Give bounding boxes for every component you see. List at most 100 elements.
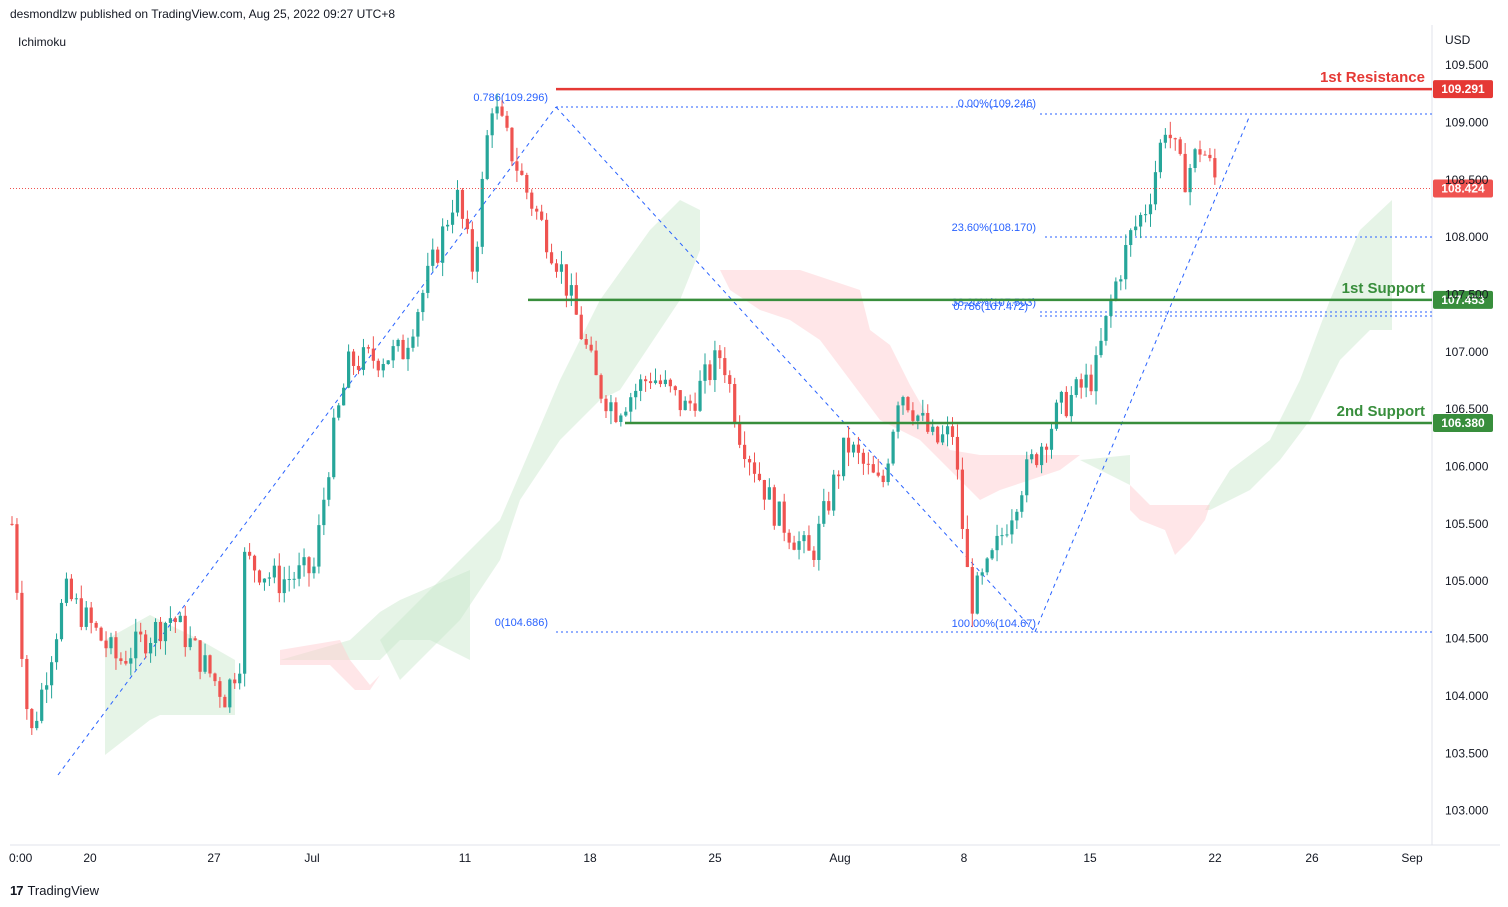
price-tick-label: 103.500 — [1445, 746, 1489, 760]
candle-body — [584, 339, 588, 345]
candle-body — [490, 113, 494, 136]
candle-body — [198, 640, 202, 672]
price-tick-label: 107.500 — [1445, 288, 1489, 302]
level-price-tag[interactable] — [1433, 80, 1493, 99]
candle-body — [837, 474, 841, 477]
candle-body — [960, 469, 964, 529]
candle-body — [1119, 279, 1123, 282]
candle-body — [252, 555, 257, 571]
candle-body — [995, 535, 999, 551]
candle-body — [728, 375, 732, 385]
last-price-tag[interactable] — [1433, 179, 1493, 198]
candle-body — [540, 211, 544, 220]
candle-body — [262, 578, 267, 583]
candle-body — [248, 551, 252, 556]
candle-body — [515, 161, 519, 171]
candle-body — [376, 360, 380, 371]
candle-body — [609, 402, 613, 412]
candle-body — [272, 565, 276, 578]
cloud-bullish-area — [380, 200, 700, 680]
level-price-value: 109.291 — [1441, 82, 1485, 96]
candle-body — [693, 403, 697, 411]
candle-body — [589, 344, 593, 351]
candle-body — [1094, 355, 1098, 392]
price-axis[interactable]: 109.500 109.000 108.500 108.000 107.500 107.0… — [1445, 58, 1489, 817]
candle-body — [1114, 281, 1118, 300]
fib-level-label: 0(104.686) — [495, 617, 548, 629]
candle-body — [683, 400, 687, 411]
candle-body — [738, 422, 742, 445]
candle-body — [114, 637, 118, 659]
time-axis[interactable]: 0:00 20 27 Jul 11 18 25 Aug 8 15 22 26 Sep — [9, 851, 1423, 865]
candle-body — [337, 405, 341, 418]
candle-body — [129, 658, 133, 664]
candle-body — [238, 673, 242, 684]
candle-body — [634, 390, 638, 398]
candle-body — [822, 501, 826, 524]
candle-body — [119, 658, 123, 662]
candle-body — [1064, 391, 1068, 417]
candle-body — [619, 415, 623, 422]
candle-body — [287, 579, 291, 581]
candle-body — [178, 615, 182, 623]
candle-body — [203, 655, 207, 672]
candle-body — [144, 634, 148, 654]
candle-body — [332, 417, 336, 478]
candle-body — [15, 524, 19, 593]
candle-body — [69, 578, 73, 600]
candle-body — [208, 655, 212, 674]
cloud-bullish-area — [105, 615, 235, 755]
candle-body — [871, 464, 875, 473]
candle-body — [950, 426, 955, 437]
level-price-value: 106.380 — [1441, 416, 1485, 430]
candle-body — [1213, 158, 1217, 178]
candle-body — [688, 400, 692, 404]
time-tick-label: Aug — [829, 851, 850, 865]
candle-body — [757, 473, 762, 481]
candle-body — [25, 658, 29, 710]
candle-body — [153, 621, 158, 643]
candle-body — [158, 621, 163, 642]
candle-body — [579, 314, 583, 340]
candle-body — [525, 174, 529, 193]
candle-body — [980, 572, 984, 576]
price-tick-label: 106.000 — [1445, 460, 1489, 474]
indicator-label[interactable]: Ichimoku — [18, 35, 67, 49]
tradingview-logo[interactable]: 17 TradingView — [10, 883, 99, 898]
price-tick-label: 106.500 — [1445, 402, 1489, 416]
candle-body — [554, 263, 559, 272]
candle-body — [213, 673, 217, 682]
candle-body — [436, 249, 440, 263]
candle-body — [84, 607, 88, 627]
candle-body — [1173, 138, 1177, 140]
candle-body — [35, 720, 39, 729]
candle-body — [74, 598, 78, 600]
fib-level-label: 0.786(107.472) — [953, 301, 1028, 313]
candle-body — [109, 637, 113, 649]
candle-body — [941, 434, 945, 443]
candle-body — [1188, 167, 1192, 193]
candle-body — [762, 480, 766, 500]
candle-body — [743, 444, 747, 460]
candle-body — [708, 364, 712, 381]
candle-body — [772, 487, 776, 526]
candle-body — [564, 264, 568, 296]
candle-body — [1178, 139, 1182, 154]
candle-body — [1015, 511, 1019, 521]
level-price-tag[interactable] — [1433, 290, 1493, 309]
currency-label: USD — [1445, 33, 1471, 47]
level-name: 1st Resistance — [1320, 69, 1425, 86]
level-price-tag[interactable] — [1433, 413, 1493, 432]
price-tick-label: 108.500 — [1445, 173, 1489, 187]
candle-body — [1148, 204, 1153, 215]
candle-body — [604, 398, 608, 412]
candle-body — [629, 397, 633, 412]
candle-body — [366, 347, 370, 349]
candle-body — [361, 347, 366, 370]
candle-body — [1198, 149, 1202, 155]
candle-body — [658, 380, 663, 385]
candle-body — [495, 106, 499, 114]
cloud-bearish-area — [710, 250, 1080, 500]
fib-level-label: 0.786(109.296) — [473, 92, 548, 104]
